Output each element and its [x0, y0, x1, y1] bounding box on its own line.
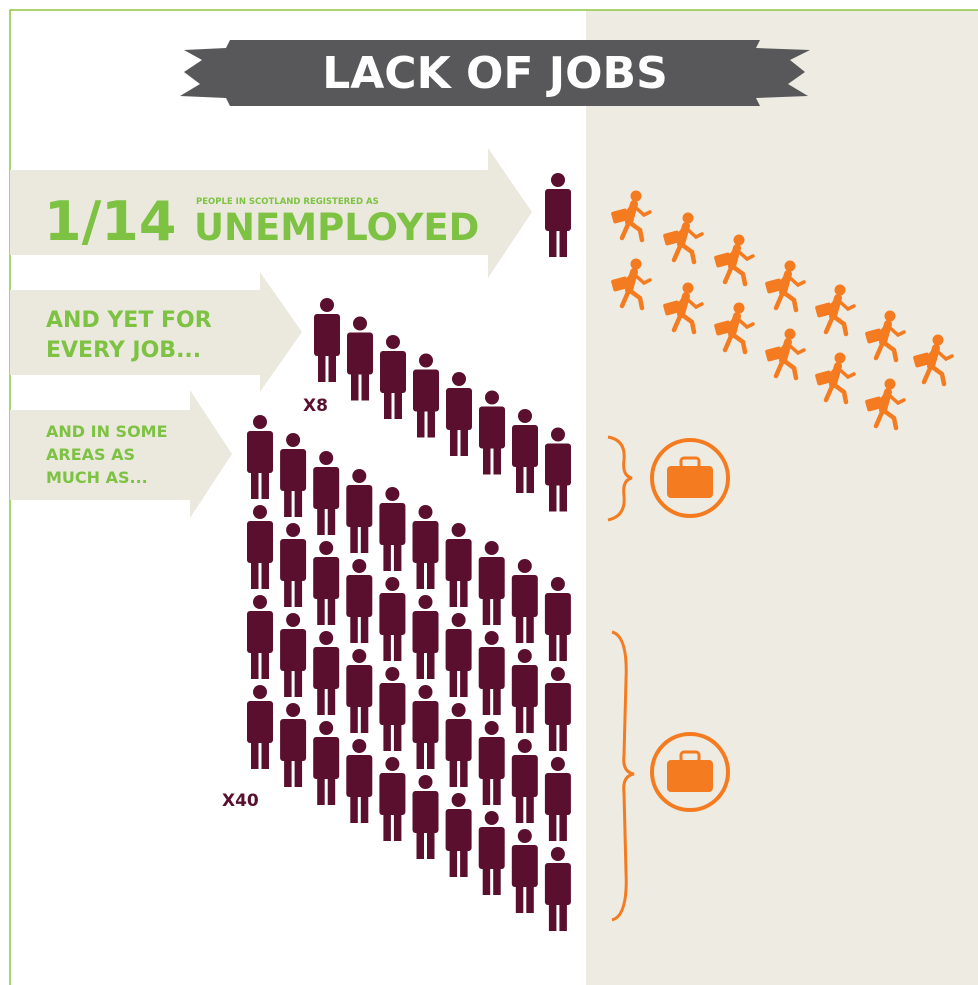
label-line: AND IN SOME: [46, 422, 168, 441]
status: UNEMPLOYED: [194, 206, 479, 249]
label-line: AND YET FOR: [46, 308, 212, 333]
title: LACK OF JOBS: [322, 48, 668, 99]
infographic: LACK OF JOBS 1/14 PEOPLE IN SCOTLAND REG…: [0, 0, 978, 985]
right-panel: [586, 10, 978, 985]
label-line: EVERY JOB...: [46, 338, 201, 363]
fraction: 1/14: [44, 190, 176, 253]
multiplier: X8: [303, 396, 328, 416]
label-line: MUCH AS...: [46, 468, 148, 487]
label-line: AREAS AS: [46, 445, 135, 464]
multiplier: X40: [222, 791, 259, 811]
